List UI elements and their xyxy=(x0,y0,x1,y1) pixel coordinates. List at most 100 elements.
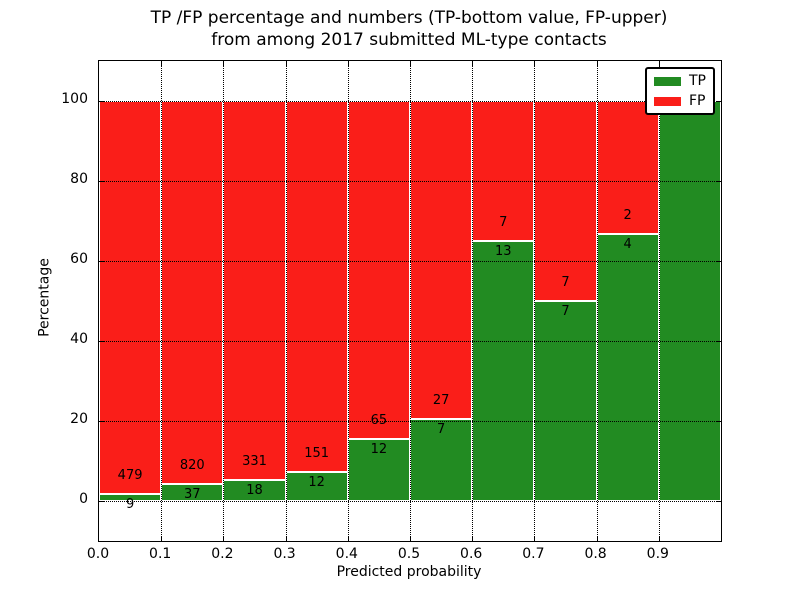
horizontal-gridline xyxy=(99,261,721,262)
horizontal-gridline xyxy=(99,101,721,102)
y-tick-label: 20 xyxy=(70,411,88,427)
vertical-gridline xyxy=(161,61,163,541)
tp-count-label: 18 xyxy=(246,483,263,499)
chart-title: TP /FP percentage and numbers (TP-bottom… xyxy=(98,7,720,51)
y-tick-mark xyxy=(716,501,721,502)
x-tick-mark xyxy=(161,536,163,541)
fp-count-label: 2 xyxy=(623,208,632,224)
legend-swatch-tp xyxy=(654,76,681,86)
y-tick-mark xyxy=(716,261,721,262)
x-tick-label: 0.2 xyxy=(211,546,234,562)
y-tick-mark xyxy=(99,181,104,182)
y-tick-mark xyxy=(716,181,721,182)
x-axis-label: Predicted probability xyxy=(336,564,482,580)
y-tick-mark xyxy=(99,261,104,262)
legend-label-tp: TP xyxy=(689,73,706,89)
x-tick-mark xyxy=(658,536,660,541)
x-tick-mark xyxy=(285,536,287,541)
vertical-gridline xyxy=(410,61,411,541)
x-tick-label: 0.6 xyxy=(460,546,483,562)
bar-segment-tp xyxy=(596,234,659,501)
y-tick-label: 40 xyxy=(70,331,88,347)
bar-segment-tp xyxy=(410,418,473,501)
x-tick-label: 0.7 xyxy=(522,546,545,562)
bar-segment-tp xyxy=(658,101,721,501)
bar-segment-fp xyxy=(534,101,597,301)
x-tick-label: 0.1 xyxy=(149,546,172,562)
tp-count-label: 7 xyxy=(436,421,446,437)
tp-count-label: 7 xyxy=(561,304,570,319)
legend: TP FP xyxy=(645,67,715,115)
bar-segment-tp xyxy=(534,301,597,501)
x-tick-mark xyxy=(472,536,474,541)
x-tick-mark xyxy=(596,61,598,66)
tp-count-label: 4 xyxy=(623,237,632,253)
y-tick-mark xyxy=(99,101,104,102)
x-tick-label: 0.0 xyxy=(86,546,110,562)
y-tick-label: 0 xyxy=(79,491,88,507)
bar-segment-tp xyxy=(472,241,535,501)
x-tick-mark xyxy=(534,536,536,541)
fp-count-label: 479 xyxy=(117,467,143,483)
x-tick-label: 0.9 xyxy=(646,546,669,562)
vertical-gridline xyxy=(223,61,225,541)
y-tick-mark xyxy=(99,341,104,342)
legend-label-fp: FP xyxy=(689,93,706,109)
bar-segment-fp xyxy=(347,101,410,439)
horizontal-gridline xyxy=(99,341,721,342)
legend-entry-fp: FP xyxy=(654,94,706,108)
bar-segment-fp xyxy=(410,101,473,419)
fp-count-label: 65 xyxy=(370,412,388,428)
x-tick-label: 0.8 xyxy=(584,546,607,562)
fp-count-label: 7 xyxy=(561,275,570,290)
x-tick-mark xyxy=(410,536,411,541)
y-tick-mark xyxy=(716,421,721,422)
x-tick-mark xyxy=(347,61,349,66)
legend-entry-tp: TP xyxy=(654,74,706,88)
y-axis-label: Percentage xyxy=(36,258,53,337)
x-tick-mark xyxy=(223,61,225,66)
legend-swatch-fp xyxy=(654,96,681,106)
chart-title-line1: TP /FP percentage and numbers (TP-bottom… xyxy=(150,8,668,28)
x-tick-label: 0.4 xyxy=(335,546,358,562)
vertical-gridline xyxy=(658,61,660,541)
x-tick-mark xyxy=(161,61,163,66)
plot-area: 4799820373311815112651227771377249 xyxy=(98,60,722,542)
fp-count-label: 331 xyxy=(242,454,267,470)
x-tick-mark xyxy=(596,536,598,541)
tp-count-label: 12 xyxy=(308,474,325,490)
bar-segment-fp xyxy=(223,101,286,481)
y-tick-mark xyxy=(716,101,721,102)
fp-count-label: 820 xyxy=(179,457,205,473)
x-tick-mark xyxy=(534,61,536,66)
x-tick-label: 0.3 xyxy=(273,546,296,562)
horizontal-gridline xyxy=(99,421,721,422)
y-tick-mark xyxy=(99,421,104,422)
x-tick-mark xyxy=(347,536,349,541)
vertical-gridline xyxy=(472,61,474,541)
bar-segment-fp xyxy=(285,101,348,472)
fp-count-label: 151 xyxy=(304,445,330,461)
x-tick-label: 0.5 xyxy=(397,546,421,562)
vertical-gridline xyxy=(347,61,349,541)
x-tick-mark xyxy=(285,61,287,66)
y-tick-label: 80 xyxy=(70,171,88,187)
bar-segment-fp xyxy=(161,101,224,484)
vertical-gridline xyxy=(285,61,287,541)
tp-count-label: 13 xyxy=(495,244,512,259)
horizontal-gridline xyxy=(99,501,721,502)
bar-segment-tp xyxy=(99,493,162,501)
bar-segment-tp xyxy=(285,471,348,501)
horizontal-gridline xyxy=(99,181,721,182)
chart-title-line2: from among 2017 submitted ML-type contac… xyxy=(211,30,607,50)
vertical-gridline xyxy=(534,61,536,541)
x-tick-mark xyxy=(223,536,225,541)
bar-segment-tp xyxy=(347,438,410,501)
y-tick-mark xyxy=(716,341,721,342)
fp-count-label: 27 xyxy=(432,392,450,408)
y-tick-mark xyxy=(99,501,104,502)
x-tick-mark xyxy=(658,61,660,66)
x-tick-mark xyxy=(472,61,474,66)
fp-count-label: 7 xyxy=(499,215,508,230)
